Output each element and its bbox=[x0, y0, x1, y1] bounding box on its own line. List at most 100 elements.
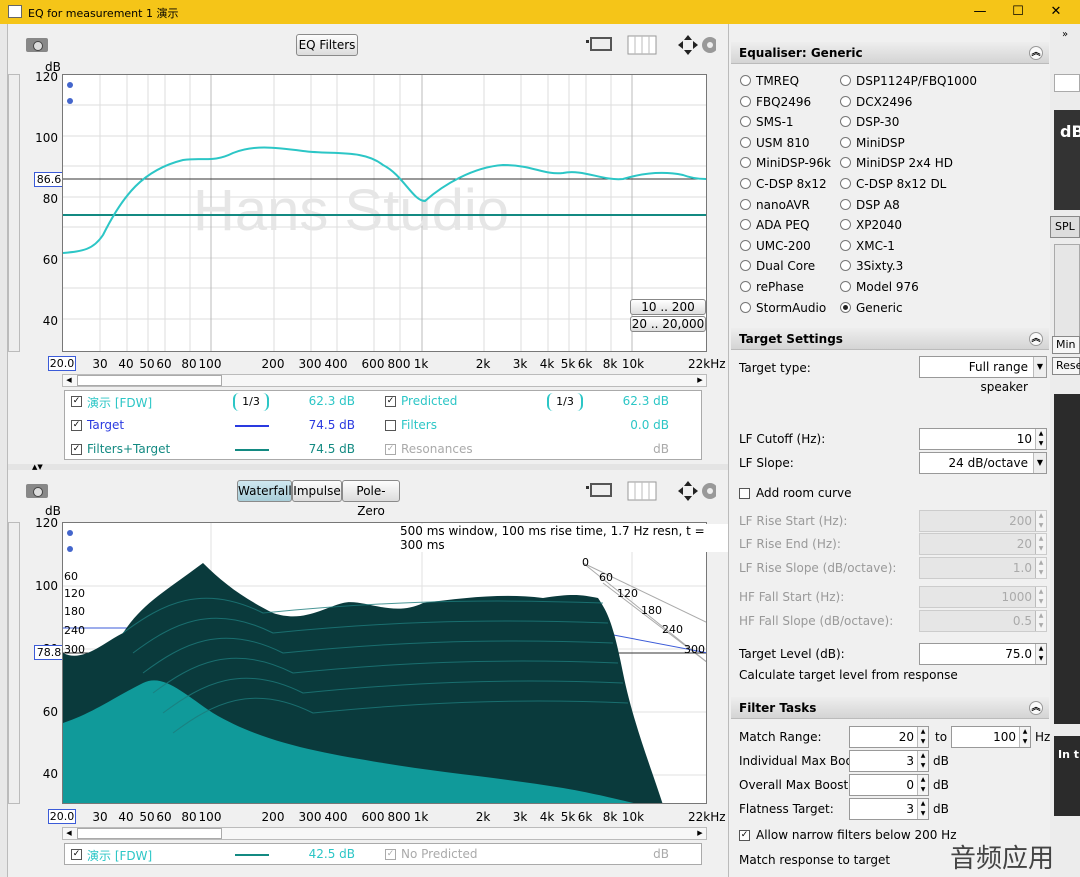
lf-rise-slope-field[interactable]: 1.0 ▲ ▼ bbox=[919, 557, 1047, 579]
equaliser-header[interactable]: Equaliser: Generic ︽ bbox=[731, 42, 1049, 64]
target-settings-header[interactable]: Target Settings ︽ bbox=[731, 328, 1049, 350]
equaliser-radio[interactable] bbox=[740, 95, 751, 107]
calculate-target-level-link[interactable]: Calculate target level from response bbox=[739, 668, 958, 682]
spinner-icon[interactable]: ▲ ▼ bbox=[1035, 611, 1046, 631]
y-level-box[interactable]: 86.6 bbox=[34, 172, 64, 187]
lf-slope-select[interactable]: 24 dB/octave ▼ bbox=[919, 452, 1047, 474]
scroll-left-icon[interactable]: ◀ bbox=[66, 829, 72, 837]
equaliser-radio[interactable] bbox=[840, 219, 851, 231]
tab-pole-zero[interactable]: Pole-Zero bbox=[342, 480, 400, 518]
lf-rise-end-field[interactable]: 20 ▲ ▼ bbox=[919, 533, 1047, 555]
target-type-select[interactable]: Full range speaker ▼ bbox=[919, 356, 1047, 394]
target-level-field[interactable]: 75.0 ▲ ▼ bbox=[919, 643, 1047, 665]
spinner-icon[interactable]: ▲ ▼ bbox=[917, 751, 928, 771]
equaliser-radio[interactable] bbox=[740, 75, 751, 86]
match-range-high-field[interactable]: 100 ▲ ▼ bbox=[951, 726, 1031, 748]
scroll-thumb[interactable] bbox=[77, 375, 222, 386]
range-10-200-button[interactable]: 10 .. 200 bbox=[630, 299, 706, 315]
spinner-icon[interactable]: ▲ ▼ bbox=[1035, 587, 1046, 607]
match-response-button[interactable]: Match response to target bbox=[739, 853, 891, 867]
collapse-icon[interactable]: ︽ bbox=[1029, 332, 1043, 346]
smoothing-button[interactable]: 1/3 bbox=[547, 393, 583, 411]
equaliser-radio[interactable] bbox=[740, 219, 751, 231]
checkbox[interactable]: ✓ bbox=[385, 849, 396, 860]
equaliser-radio[interactable] bbox=[740, 260, 751, 272]
hf-fall-slope-field[interactable]: 0.5 ▲ ▼ bbox=[919, 610, 1047, 632]
checkbox[interactable]: ✓ bbox=[71, 444, 82, 455]
checkbox[interactable] bbox=[385, 420, 396, 431]
checkbox[interactable]: ✓ bbox=[71, 849, 82, 860]
lf-cutoff-field[interactable]: 10 ▲ ▼ bbox=[919, 428, 1047, 450]
equaliser-radio[interactable] bbox=[840, 157, 851, 169]
reset-button[interactable]: Rese bbox=[1052, 357, 1080, 375]
x-start-box[interactable]: 20.0 bbox=[48, 809, 76, 824]
checkbox[interactable]: ✓ bbox=[385, 396, 396, 407]
scroll-right-icon[interactable]: ▶ bbox=[697, 376, 703, 384]
checkbox[interactable]: ✓ bbox=[385, 444, 396, 455]
horizontal-scrollbar[interactable]: ◀ ▶ bbox=[62, 374, 707, 387]
spinner-icon[interactable]: ▲ ▼ bbox=[1035, 534, 1046, 554]
collapse-icon[interactable]: ︽ bbox=[1029, 701, 1043, 715]
spinner-icon[interactable]: ▲ ▼ bbox=[917, 727, 928, 747]
equaliser-radio[interactable] bbox=[840, 239, 851, 251]
camera-icon[interactable] bbox=[26, 38, 48, 52]
room-curve-checkbox[interactable] bbox=[739, 488, 750, 499]
equaliser-radio[interactable] bbox=[740, 157, 751, 169]
maximize-button[interactable]: ☐ bbox=[1012, 4, 1024, 19]
chevron-down-icon[interactable]: ▼ bbox=[1033, 357, 1046, 377]
lf-rise-start-field[interactable]: 200 ▲ ▼ bbox=[919, 510, 1047, 532]
equaliser-radio[interactable] bbox=[840, 301, 851, 313]
splitter-arrows-icon[interactable]: ▲▼ bbox=[32, 463, 43, 471]
vertical-scrollbar[interactable] bbox=[8, 522, 20, 804]
equaliser-radio[interactable] bbox=[840, 198, 851, 210]
scroll-thumb[interactable] bbox=[77, 828, 222, 839]
equaliser-radio[interactable] bbox=[740, 178, 751, 189]
camera-icon[interactable] bbox=[26, 484, 48, 498]
spinner-icon[interactable]: ▲ ▼ bbox=[917, 775, 928, 795]
close-button[interactable]: ✕ bbox=[1050, 4, 1062, 19]
spinner-icon[interactable]: ▲ ▼ bbox=[1035, 558, 1046, 578]
tab-waterfall[interactable]: Waterfall bbox=[237, 480, 292, 502]
flatness-target-field[interactable]: 3 ▲ ▼ bbox=[849, 798, 929, 820]
filter-tasks-header[interactable]: Filter Tasks ︽ bbox=[731, 697, 1049, 719]
collapse-icon[interactable]: ︽ bbox=[1029, 46, 1043, 60]
equaliser-radio[interactable] bbox=[840, 260, 851, 272]
equaliser-radio[interactable] bbox=[840, 281, 851, 292]
spinner-icon[interactable]: ▲ ▼ bbox=[1035, 644, 1046, 664]
equaliser-radio[interactable] bbox=[740, 136, 751, 148]
scroll-top-icon[interactable]: » bbox=[1061, 29, 1069, 40]
hf-fall-start-field[interactable]: 1000 ▲ ▼ bbox=[919, 586, 1047, 608]
waterfall-plot[interactable] bbox=[62, 522, 707, 804]
individual-max-boost-field[interactable]: 3 ▲ ▼ bbox=[849, 750, 929, 772]
smoothing-button[interactable]: 1/3 bbox=[233, 393, 269, 411]
checkbox[interactable]: ✓ bbox=[71, 420, 82, 431]
range-20-20000-button[interactable]: 20 .. 20,000 bbox=[630, 316, 706, 332]
equaliser-radio[interactable] bbox=[740, 281, 751, 292]
y-level-box[interactable]: 78.8 bbox=[34, 645, 64, 660]
equaliser-radio[interactable] bbox=[740, 116, 751, 128]
x-start-box[interactable]: 20.0 bbox=[48, 356, 76, 371]
spinner-icon[interactable]: ▲ ▼ bbox=[1019, 727, 1030, 747]
min-button[interactable]: Min bbox=[1052, 336, 1080, 354]
equaliser-radio[interactable] bbox=[840, 116, 851, 128]
equaliser-radio[interactable] bbox=[840, 178, 851, 189]
vertical-scrollbar[interactable] bbox=[8, 74, 20, 352]
chevron-down-icon[interactable]: ▼ bbox=[1033, 453, 1046, 473]
narrow-filters-checkbox[interactable]: ✓ bbox=[739, 830, 750, 841]
equaliser-radio[interactable] bbox=[840, 95, 851, 107]
scroll-right-icon[interactable]: ▶ bbox=[697, 829, 703, 837]
equaliser-radio[interactable] bbox=[840, 136, 851, 148]
equaliser-radio[interactable] bbox=[840, 75, 851, 86]
spinner-icon[interactable]: ▲ ▼ bbox=[1035, 429, 1046, 449]
equaliser-radio[interactable] bbox=[740, 301, 751, 313]
scroll-left-icon[interactable]: ◀ bbox=[66, 376, 72, 384]
horizontal-scrollbar[interactable]: ◀ ▶ bbox=[62, 827, 707, 840]
equaliser-radio[interactable] bbox=[740, 198, 751, 210]
match-range-low-field[interactable]: 20 ▲ ▼ bbox=[849, 726, 929, 748]
checkbox[interactable]: ✓ bbox=[71, 396, 82, 407]
equaliser-radio[interactable] bbox=[740, 239, 751, 251]
tab-impulse[interactable]: Impulse bbox=[292, 480, 342, 502]
frequency-response-plot[interactable]: Hans Studio bbox=[62, 74, 707, 352]
minimize-button[interactable]: — bbox=[973, 4, 987, 19]
spl-button[interactable]: SPL bbox=[1050, 216, 1080, 238]
